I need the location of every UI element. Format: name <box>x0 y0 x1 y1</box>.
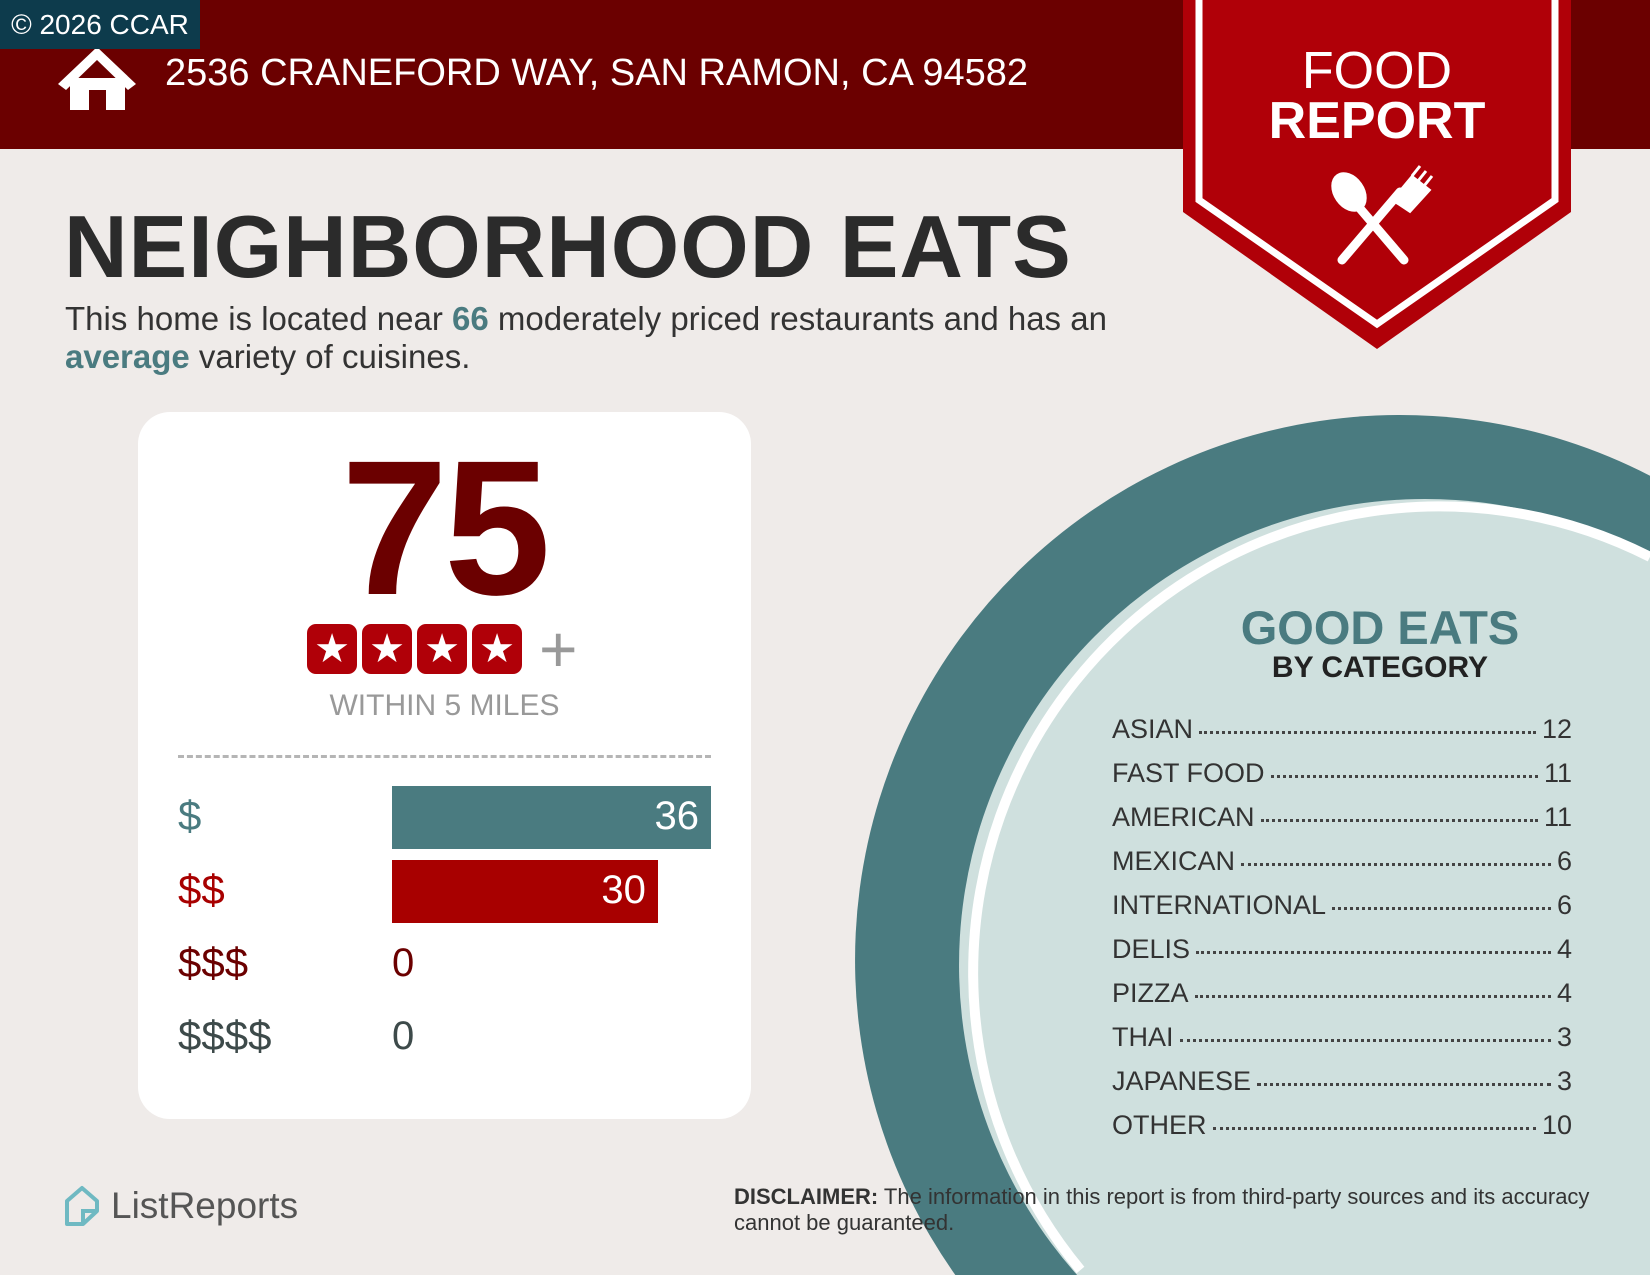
dot-leader <box>1257 1083 1551 1086</box>
price-bar: 30 <box>392 860 658 923</box>
category-item: MEXICAN 6 <box>1112 846 1572 890</box>
price-label: $ <box>178 792 202 839</box>
category-item: INTERNATIONAL 6 <box>1112 890 1572 934</box>
dot-leader <box>1199 731 1536 734</box>
house-icon <box>58 47 136 110</box>
category-name: MEXICAN <box>1112 846 1236 876</box>
star-icon: ★ <box>417 624 467 674</box>
dot-leader <box>1332 907 1551 910</box>
price-row: $$ 30 <box>178 860 718 923</box>
price-label: $$$ <box>178 939 249 986</box>
category-item: JAPANESE 3 <box>1112 1066 1572 1110</box>
summary-part: moderately priced restaurants and has an <box>488 300 1107 337</box>
category-count: 4 <box>1556 934 1572 964</box>
category-item: AMERICAN 11 <box>1112 802 1572 846</box>
category-item: DELIS 4 <box>1112 934 1572 978</box>
listreports-logo-text: ListReports <box>111 1185 299 1226</box>
dot-leader <box>1194 995 1551 998</box>
category-count: 6 <box>1556 890 1572 920</box>
price-row: $$$ 0 <box>178 933 718 996</box>
banner-title: FOOD REPORT <box>1183 42 1571 150</box>
category-name: JAPANESE <box>1112 1066 1252 1096</box>
category-count: 3 <box>1556 1022 1572 1052</box>
category-list: ASIAN 12 FAST FOOD 11 AMERICAN 11 MEXICAN 6 INTE… <box>1112 714 1572 1154</box>
copyright-badge: © 2026 CCAR <box>0 0 200 49</box>
price-bar: 36 <box>392 786 711 849</box>
summary-text: This home is located near 66 moderately … <box>65 300 1165 376</box>
dot-leader <box>1260 819 1538 822</box>
dot-leader <box>1270 775 1538 778</box>
price-label: $$$$ <box>178 1012 272 1059</box>
restaurant-count: 66 <box>452 300 489 337</box>
dot-leader <box>1241 863 1551 866</box>
dot-leader <box>1212 1127 1536 1130</box>
category-name: PIZZA <box>1112 978 1189 1008</box>
price-count: 0 <box>392 941 415 985</box>
good-eats-title: GOOD EATS <box>1240 601 1520 654</box>
summary-part: This home is located near <box>65 300 453 337</box>
plate-inner-circle <box>959 498 1650 1275</box>
category-item: THAI 3 <box>1112 1022 1572 1066</box>
category-item: PIZZA 4 <box>1112 978 1572 1022</box>
price-label: $$ <box>178 866 225 913</box>
category-name: THAI <box>1112 1022 1174 1052</box>
disclaimer-text: The information in this report is from t… <box>734 1184 1590 1235</box>
category-count: 12 <box>1541 714 1572 744</box>
price-row: $36 <box>178 786 718 849</box>
restaurant-score: 75 <box>341 420 551 635</box>
divider <box>178 755 711 758</box>
variety-rating: average <box>65 338 190 375</box>
dot-leader <box>1179 1039 1551 1042</box>
price-row: $$$$ 0 <box>178 1006 718 1069</box>
category-count: 4 <box>1556 978 1572 1008</box>
listreports-logo: ListReports <box>63 1185 298 1227</box>
star-icon: ★ <box>307 624 357 674</box>
price-count: 30 <box>601 868 646 912</box>
distance-label: WITHIN 5 MILES <box>329 689 560 722</box>
star-rating: ★ ★ ★ ★ + <box>307 612 578 686</box>
plus-icon: + <box>539 612 578 686</box>
category-count: 11 <box>1543 802 1572 832</box>
category-count: 6 <box>1556 846 1572 876</box>
banner-line-2: REPORT <box>1268 92 1486 150</box>
star-icon: ★ <box>472 624 522 674</box>
category-name: AMERICAN <box>1112 802 1255 832</box>
spoon-fork-icon <box>1331 165 1434 265</box>
page-title: NEIGHBORHOOD EATS <box>64 197 1072 296</box>
category-item: ASIAN 12 <box>1112 714 1572 758</box>
banner-line-1: FOOD <box>1301 42 1453 100</box>
property-address: 2536 CRANEFORD WAY, SAN RAMON, CA 94582 <box>165 52 1029 94</box>
plate-rim <box>968 501 1650 1274</box>
summary-part: variety of cuisines. <box>189 338 471 375</box>
star-icon: ★ <box>362 624 412 674</box>
category-name: FAST FOOD <box>1112 758 1265 788</box>
food-report-banner <box>1183 0 1571 349</box>
category-item: FAST FOOD 11 <box>1112 758 1572 802</box>
category-name: ASIAN <box>1112 714 1194 744</box>
category-name: OTHER <box>1112 1110 1207 1140</box>
category-item: OTHER 10 <box>1112 1110 1572 1154</box>
category-name: DELIS <box>1112 934 1191 964</box>
disclaimer-label: DISCLAIMER: <box>734 1184 879 1209</box>
category-count: 3 <box>1556 1066 1572 1096</box>
listreports-logo-icon <box>65 1186 99 1226</box>
category-count: 11 <box>1543 758 1572 788</box>
price-count: 36 <box>654 794 700 838</box>
category-name: INTERNATIONAL <box>1112 890 1327 920</box>
disclaimer: DISCLAIMER: The information in this repo… <box>734 1184 1604 1236</box>
score-card <box>138 412 751 1119</box>
good-eats-subtitle: BY CATEGORY <box>1271 651 1489 684</box>
category-count: 10 <box>1541 1110 1572 1140</box>
price-count: 0 <box>392 1014 415 1058</box>
dot-leader <box>1196 951 1551 954</box>
